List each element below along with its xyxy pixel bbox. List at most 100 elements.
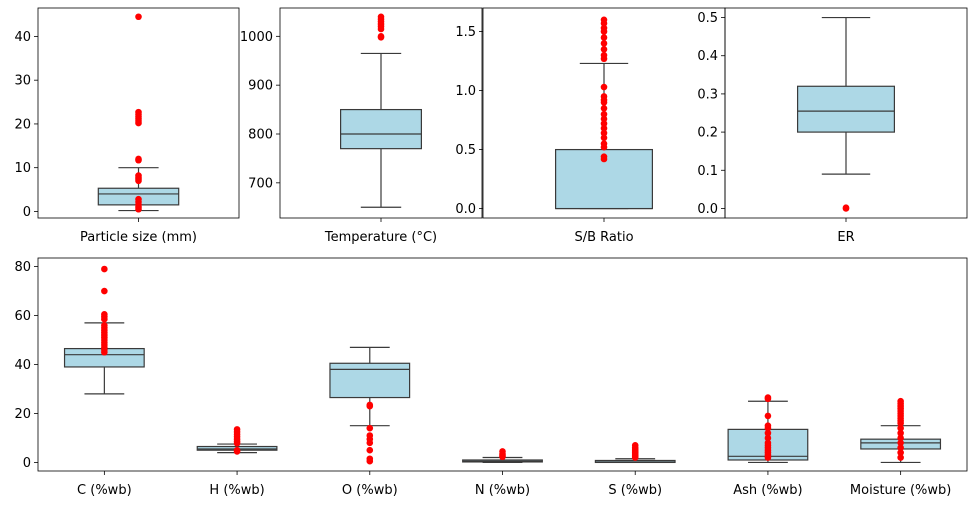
y-tick-label: 0.5 [697,11,718,26]
outlier-point [600,155,608,163]
subplot-5: 0 20 40 60 80 C (%wb) H (%wb) O (%wb) N (%wb) S (… [14,257,968,498]
y-tick-label: 20 [14,117,31,132]
y-tick-label: 0.2 [697,126,718,141]
x-tick-label: ER [837,230,854,245]
outlier-point [366,424,374,432]
outlier-point [600,28,608,35]
box-5 [594,441,676,464]
outlier-point [897,434,904,442]
outlier-point [764,412,772,420]
y-tick-label: 0.0 [455,202,476,217]
y-tick-label: 0.4 [697,49,718,64]
outlier-point [135,156,142,164]
outlier-point [631,454,639,461]
outlier-point [135,13,142,21]
outlier-point [101,315,108,323]
x-tick-label: Temperature (°C) [324,230,437,245]
outlier-point [897,449,904,456]
outlier-point [600,83,608,91]
y-tick-label: 1.5 [455,25,476,40]
box-1 [63,265,145,395]
outlier-point [600,120,608,127]
outlier-point [366,402,374,410]
x-tick-label: S/B Ratio [574,230,633,245]
box-3 [329,346,411,465]
axes-frame [37,257,968,472]
x-tick-label: N (%wb) [475,483,530,498]
x-tick-label: S (%wb) [608,483,662,498]
outlier-point [764,424,772,432]
outlier-point [764,395,772,403]
box-4 [462,448,543,464]
outlier-point [600,125,608,132]
box-1 [554,16,653,210]
outlier-point [101,265,108,273]
subplot-2: 700 800 900 1000 Temperature (°C) [240,7,483,245]
outlier-point [600,55,608,63]
subplot-3: 0.0 0.5 1.0 1.5 S/B Ratio [455,7,726,245]
outlier-point [366,446,374,454]
y-tick-label: 1.0 [455,84,476,99]
subplot-1: 0 10 20 30 40 Particle size (mm) [14,7,240,245]
outlier-point [135,177,142,185]
outlier-point [600,40,608,47]
y-tick-label: 0 [23,205,31,220]
outlier-point [764,434,772,442]
outlier-point [897,424,904,432]
y-tick-label: 700 [248,176,273,191]
y-tick-label: 0.0 [697,202,718,217]
outlier-point [764,454,772,461]
box-1 [340,13,423,208]
outlier-point [600,45,608,53]
y-tick-label: 900 [248,79,273,94]
iqr-box [796,85,895,133]
y-tick-label: 30 [14,74,31,89]
y-tick-label: 0.1 [697,164,718,179]
outlier-point [233,440,241,447]
outlier-point [101,287,108,295]
y-tick-label: 10 [14,161,31,176]
outlier-point [366,457,374,465]
y-tick-label: 40 [14,30,31,45]
y-tick-label: 800 [248,128,273,143]
x-tick-label: Moisture (%wb) [850,483,951,498]
outlier-point [600,99,608,106]
x-tick-label: Ash (%wb) [733,483,802,498]
outlier-point [377,25,385,33]
outlier-point [377,34,385,41]
outlier-point [135,205,142,213]
outlier-point [233,448,241,455]
outlier-point [600,115,608,123]
outlier-point [897,444,904,452]
x-tick-label: O (%wb) [342,483,398,498]
x-tick-label: C (%wb) [77,483,132,498]
outlier-point [600,134,608,142]
y-tick-label: 0.3 [697,87,718,102]
outlier-point [842,204,850,211]
y-tick-label: 40 [14,358,31,373]
outlier-point [897,429,904,437]
box-7 [860,397,942,464]
x-tick-label: Particle size (mm) [80,230,197,245]
outlier-point [897,454,904,461]
outlier-point [600,34,608,41]
box-6 [727,394,809,464]
iqr-box [329,362,411,399]
outlier-point [600,129,608,137]
y-tick-label: 1000 [240,30,273,45]
y-tick-label: 60 [14,309,31,324]
box-1 [97,13,180,213]
outlier-point [366,439,374,447]
outlier-point [600,143,608,151]
outlier-point [600,20,608,27]
y-tick-label: 20 [14,407,31,422]
box-1 [796,16,895,212]
y-tick-label: 0.5 [455,143,476,158]
y-tick-label: 80 [14,260,31,275]
outlier-point [135,119,142,127]
outlier-point [600,110,608,118]
outlier-point [600,104,608,112]
x-tick-label: H (%wb) [209,483,264,498]
iqr-box [340,108,423,150]
